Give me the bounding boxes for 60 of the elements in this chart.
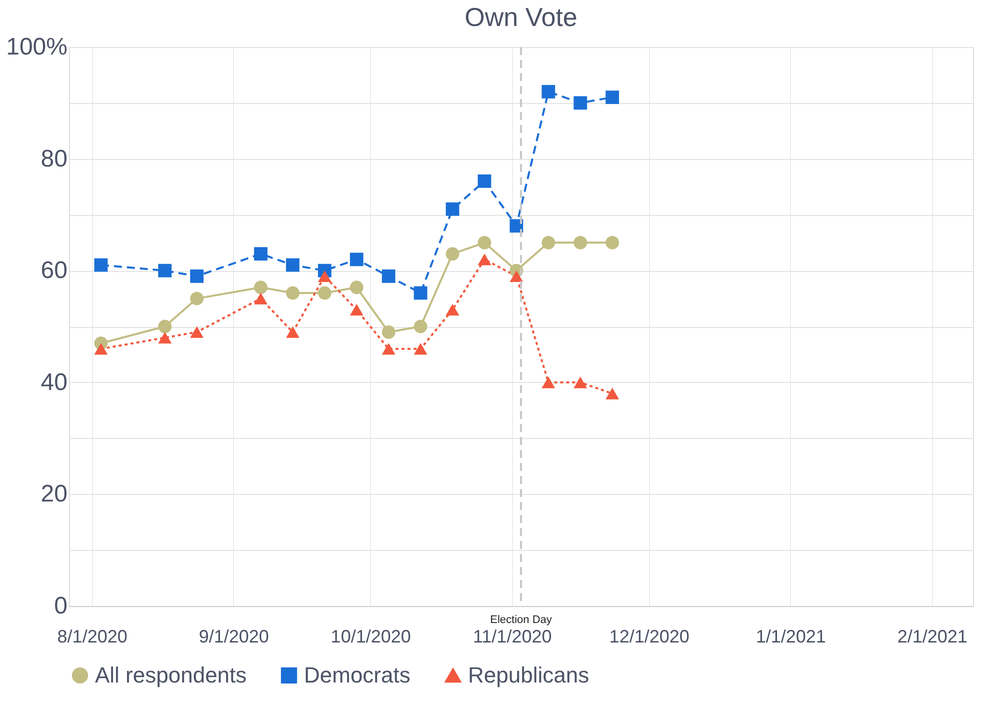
- x-tick-label: 1/1/2021: [756, 626, 826, 646]
- point: [478, 254, 492, 266]
- point: [94, 258, 108, 272]
- point: [286, 258, 300, 272]
- point: [542, 85, 556, 98]
- point: [350, 252, 364, 266]
- x-tick-label: 2/1/2021: [897, 626, 968, 646]
- y-tick-label: 80: [40, 145, 68, 172]
- point: [446, 202, 460, 216]
- point: [478, 236, 492, 250]
- point: [318, 286, 332, 300]
- x-tick-label: 10/1/2020: [330, 626, 411, 646]
- point: [606, 388, 620, 400]
- x-tick-label: 8/1/2020: [57, 626, 128, 646]
- point: [286, 286, 300, 300]
- point: [158, 264, 172, 278]
- point: [542, 376, 556, 388]
- x-tick-label: 11/1/2020: [472, 626, 552, 646]
- point: [190, 326, 204, 338]
- x-tick-label: 9/1/2020: [198, 626, 269, 646]
- x-tick-label: 12/1/2020: [609, 626, 690, 646]
- point: [574, 96, 588, 110]
- point: [414, 286, 428, 300]
- legend-label: Republicans: [468, 662, 590, 688]
- point: [158, 320, 172, 334]
- point: [382, 343, 396, 355]
- point: [606, 90, 620, 104]
- legend-label: All respondents: [95, 662, 247, 688]
- y-tick-label: 0: [54, 592, 68, 620]
- ref-line-label: Election Day: [490, 614, 552, 626]
- point: [318, 270, 332, 282]
- point: [190, 292, 204, 306]
- point: [94, 343, 108, 355]
- y-tick-label: 40: [40, 368, 68, 396]
- legend-label: Democrats: [304, 662, 410, 688]
- point: [446, 247, 460, 261]
- point: [254, 247, 268, 261]
- point: [542, 236, 556, 250]
- point: [414, 343, 428, 355]
- point: [382, 325, 396, 339]
- point: [190, 269, 204, 283]
- point: [414, 320, 428, 334]
- point: [254, 280, 268, 294]
- point: [510, 270, 524, 282]
- y-tick-label: 60: [40, 257, 68, 284]
- point: [574, 376, 588, 388]
- y-tick-label: 20: [40, 480, 68, 508]
- chart-title: Own Vote: [464, 2, 578, 32]
- point: [350, 280, 364, 294]
- point: [158, 332, 172, 344]
- point: [574, 236, 588, 250]
- point: [478, 174, 492, 188]
- point: [350, 304, 364, 316]
- point: [382, 269, 396, 283]
- point: [510, 219, 524, 233]
- point: [446, 304, 460, 316]
- y-tick-label: 100%: [6, 34, 68, 60]
- point: [606, 236, 620, 250]
- point: [286, 326, 300, 338]
- point: [254, 292, 268, 304]
